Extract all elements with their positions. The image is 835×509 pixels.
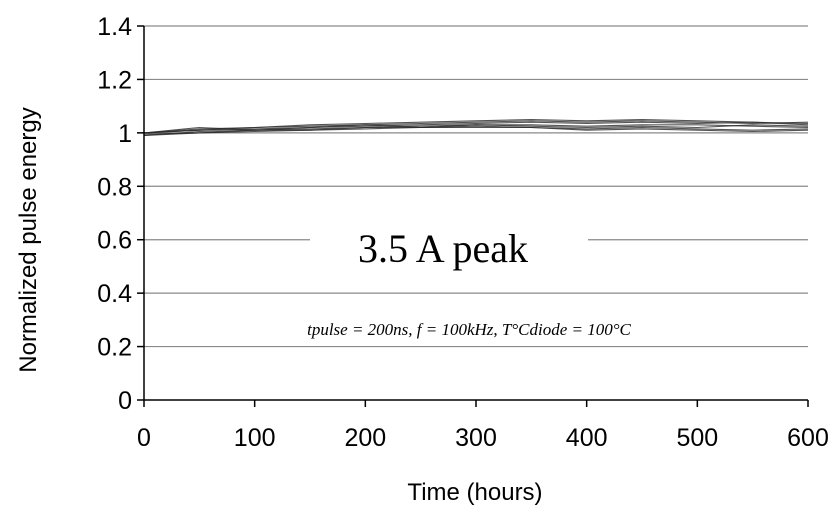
x-tick-label-0: 0 (137, 424, 151, 452)
y-tick-label-4: 0.8 (97, 173, 132, 201)
x-tick-label-3: 300 (455, 424, 497, 452)
x-tick-label-2: 200 (344, 424, 386, 452)
y-tick-label-1: 0.2 (97, 334, 132, 362)
y-axis-title: Normalized pulse energy (15, 107, 42, 372)
series-lines (143, 118, 809, 137)
y-tick-label-6: 1.2 (97, 66, 132, 94)
x-tick-label-4: 400 (566, 424, 608, 452)
axes (137, 25, 809, 407)
y-tick-label-5: 1 (118, 120, 132, 148)
x-tick-labels: 0 100 200 300 400 500 600 (137, 424, 829, 452)
x-tick-label-1: 100 (234, 424, 276, 452)
y-tick-label-3: 0.6 (97, 227, 132, 255)
gridlines (144, 25, 808, 348)
y-tick-label-2: 0.4 (97, 280, 132, 308)
x-tick-label-6: 600 (787, 424, 829, 452)
series-line-7 (143, 118, 809, 134)
series-line-4 (143, 126, 809, 135)
y-tick-labels: 0 0.2 0.4 0.6 0.8 1 1.2 1.4 (97, 13, 132, 415)
annotation-conditions: tpulse = 200ns, f = 100kHz, T°Cdiode = 1… (307, 320, 631, 339)
annotation-main: 3.5 A peak (358, 226, 528, 271)
y-tick-label-7: 1.4 (97, 13, 132, 41)
annotation-background (310, 222, 588, 276)
x-axis-title: Time (hours) (407, 479, 542, 506)
x-tick-label-5: 500 (676, 424, 718, 452)
series-line-1 (143, 121, 809, 134)
series-line-6 (143, 125, 809, 137)
y-tick-label-0: 0 (118, 387, 132, 415)
